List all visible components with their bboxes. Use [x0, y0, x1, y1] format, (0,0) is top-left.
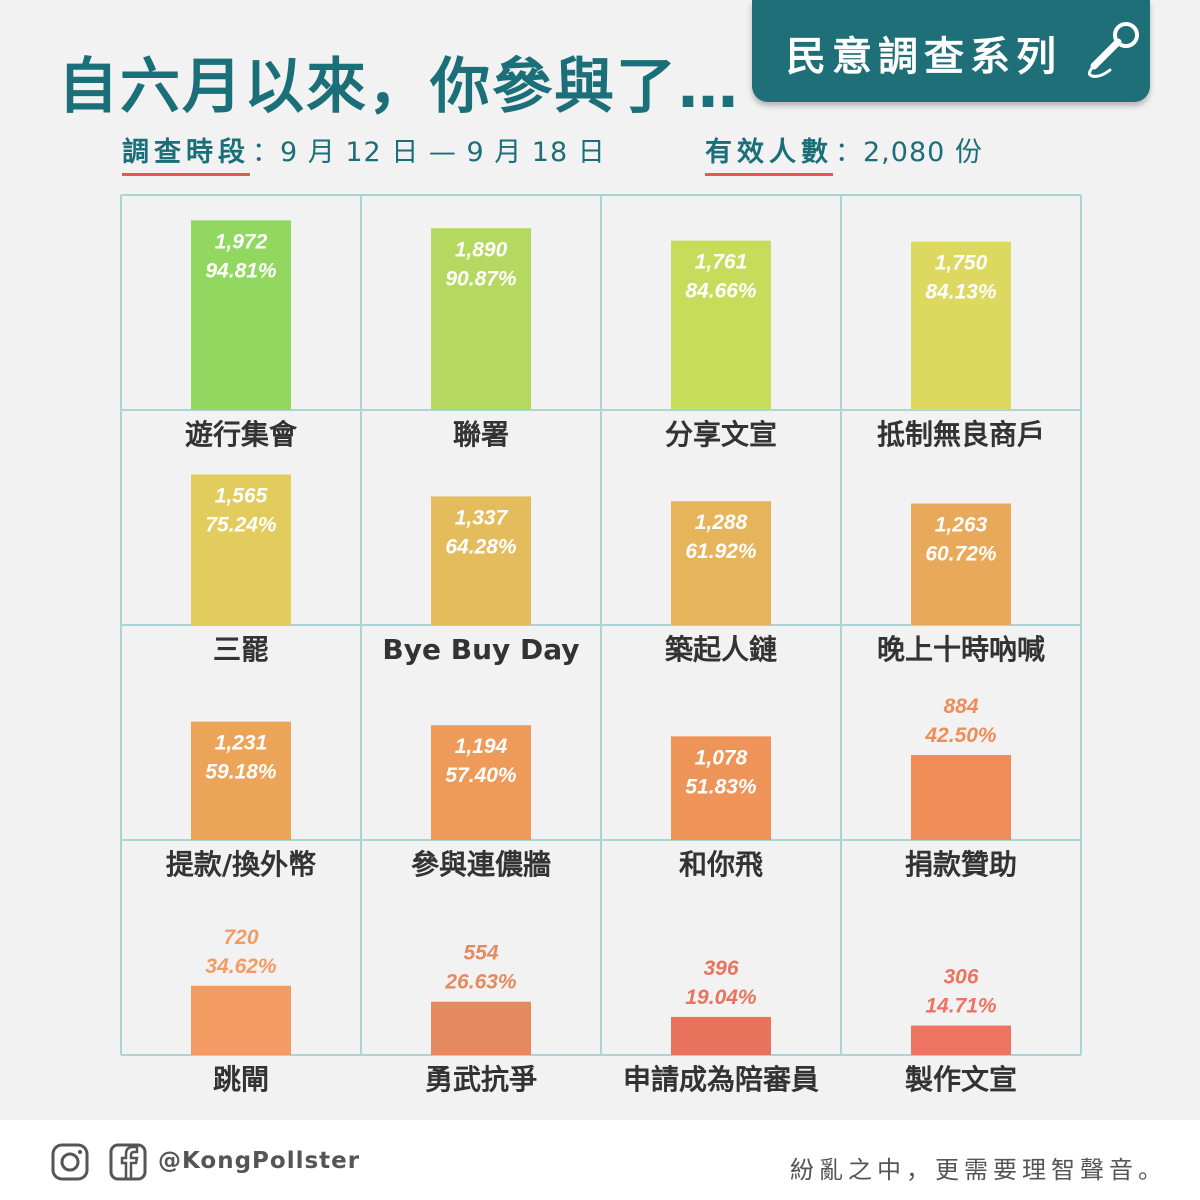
- percent-label: 64.28%: [445, 535, 517, 558]
- category-label: 築起人鏈: [664, 633, 777, 666]
- slogan: 紛亂之中，更需要理智聲音。: [790, 1156, 1167, 1184]
- social-handle[interactable]: @KongPollster: [158, 1148, 361, 1174]
- percent-label: 84.66%: [685, 280, 757, 303]
- bar-5: [191, 474, 291, 625]
- value-label: 1,761: [695, 251, 748, 274]
- value-label: 306: [943, 966, 978, 989]
- percent-label: 51.83%: [685, 775, 757, 798]
- bar-13: [191, 985, 291, 1055]
- count-label: 有效人數: [705, 130, 833, 176]
- category-label: 申請成為陪審員: [623, 1063, 819, 1096]
- value-label: 396: [703, 957, 738, 980]
- category-label: 和你飛: [679, 848, 763, 881]
- bar-1: [191, 220, 291, 410]
- bar-9: [191, 721, 291, 840]
- category-label: 聯署: [453, 418, 509, 451]
- bar-8: [911, 503, 1011, 625]
- category-label: Bye Buy Day: [382, 633, 579, 666]
- bar-6: [431, 496, 531, 625]
- bar-15: [671, 1016, 771, 1055]
- value-label: 1,750: [935, 252, 988, 275]
- percent-label: 14.71%: [925, 995, 997, 1018]
- percent-label: 34.62%: [205, 955, 277, 978]
- percent-label: 84.13%: [925, 281, 997, 304]
- percent-label: 61.92%: [685, 540, 757, 563]
- bar-3: [671, 240, 771, 410]
- series-badge: 民意調查系列: [752, 0, 1150, 102]
- bar-11: [671, 736, 771, 840]
- percent-label: 94.81%: [205, 259, 277, 282]
- value-label: 720: [223, 926, 258, 949]
- bar-2: [431, 228, 531, 410]
- percent-label: 60.72%: [925, 543, 997, 566]
- bar-4: [911, 241, 1011, 410]
- value-label: 1,231: [215, 732, 268, 755]
- facebook-icon[interactable]: [108, 1142, 148, 1182]
- value-label: 1,194: [455, 735, 508, 758]
- category-label: 製作文宣: [905, 1063, 1017, 1096]
- value-label: 884: [943, 695, 978, 718]
- category-label: 三罷: [213, 633, 269, 666]
- bar-10: [431, 725, 531, 840]
- percent-label: 26.63%: [444, 971, 517, 994]
- instagram-icon[interactable]: [50, 1142, 90, 1182]
- category-label: 分享文宣: [665, 418, 777, 451]
- value-label: 1,078: [695, 746, 748, 769]
- percent-label: 42.50%: [924, 724, 997, 747]
- period-value: ：9 月 12 日 — 9 月 18 日: [252, 137, 606, 168]
- value-label: 1,263: [935, 514, 988, 537]
- percent-label: 90.87%: [445, 267, 517, 290]
- category-label: 晚上十時吶喊: [877, 633, 1045, 666]
- page-title: 自六月以來，你參與了…: [58, 52, 740, 122]
- category-label: 提款/換外幣: [166, 848, 316, 881]
- bar-chart: 1,972 94.81% 遊行集會 1,890 90.87% 聯署 1,761 84.66% 分…: [120, 194, 1082, 1096]
- count-value: ：2,080 份: [835, 137, 983, 168]
- bar-16: [911, 1025, 1011, 1055]
- value-label: 1,890: [455, 238, 508, 261]
- percent-label: 59.18%: [205, 761, 277, 784]
- value-label: 1,337: [455, 506, 509, 529]
- microphone-icon: [1087, 22, 1139, 78]
- percent-label: 75.24%: [205, 514, 277, 537]
- category-label: 勇武抗爭: [425, 1063, 537, 1096]
- percent-label: 19.04%: [685, 986, 757, 1009]
- period-label: 調查時段: [122, 130, 250, 176]
- percent-label: 57.40%: [445, 764, 517, 787]
- series-badge-label: 民意調查系列: [786, 34, 1062, 80]
- bar-14: [431, 1001, 531, 1055]
- bar-12: [911, 755, 1011, 840]
- value-label: 554: [463, 942, 498, 965]
- value-label: 1,565: [215, 485, 268, 508]
- category-label: 捐款贊助: [905, 848, 1017, 881]
- category-label: 遊行集會: [185, 418, 298, 451]
- value-label: 1,288: [695, 511, 748, 534]
- category-label: 參與連儂牆: [411, 848, 551, 881]
- value-label: 1,972: [215, 230, 268, 253]
- category-label: 抵制無良商戶: [877, 418, 1045, 451]
- bar-7: [671, 501, 771, 625]
- footer: @KongPollster 紛亂之中，更需要理智聲音。: [0, 1120, 1200, 1200]
- category-label: 跳閘: [213, 1063, 269, 1096]
